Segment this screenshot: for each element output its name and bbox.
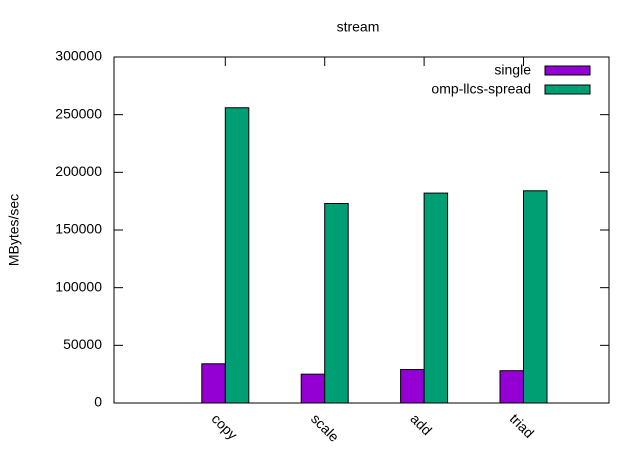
plot-frame xyxy=(113,56,610,404)
bar xyxy=(499,370,524,404)
y-tick-label: 250000 xyxy=(55,105,102,121)
y-tick-label: 0 xyxy=(94,394,102,410)
y-tick-label: 300000 xyxy=(55,48,102,64)
y-tick-label: 50000 xyxy=(63,336,102,352)
bar xyxy=(224,107,250,404)
x-tick-label: scale xyxy=(308,410,343,445)
x-tick-label: triad xyxy=(507,410,538,441)
bar xyxy=(201,363,226,404)
chart-title: stream xyxy=(337,19,380,35)
x-tick-label: add xyxy=(407,410,435,438)
y-tick-label: 100000 xyxy=(55,278,102,294)
bar xyxy=(400,369,425,404)
y-axis-label: MBytes/sec xyxy=(6,194,22,266)
legend-swatch xyxy=(544,84,591,95)
legend-swatch xyxy=(544,65,591,76)
x-tick-label: copy xyxy=(209,410,241,442)
legend-label: single xyxy=(494,62,531,78)
bar xyxy=(300,373,326,404)
y-tick-label: 200000 xyxy=(55,163,102,179)
y-tick-label: 150000 xyxy=(55,221,102,237)
legend-label: omp-llcs-spread xyxy=(431,81,531,97)
bar xyxy=(324,202,349,404)
bar xyxy=(423,192,449,404)
bar xyxy=(523,190,548,404)
